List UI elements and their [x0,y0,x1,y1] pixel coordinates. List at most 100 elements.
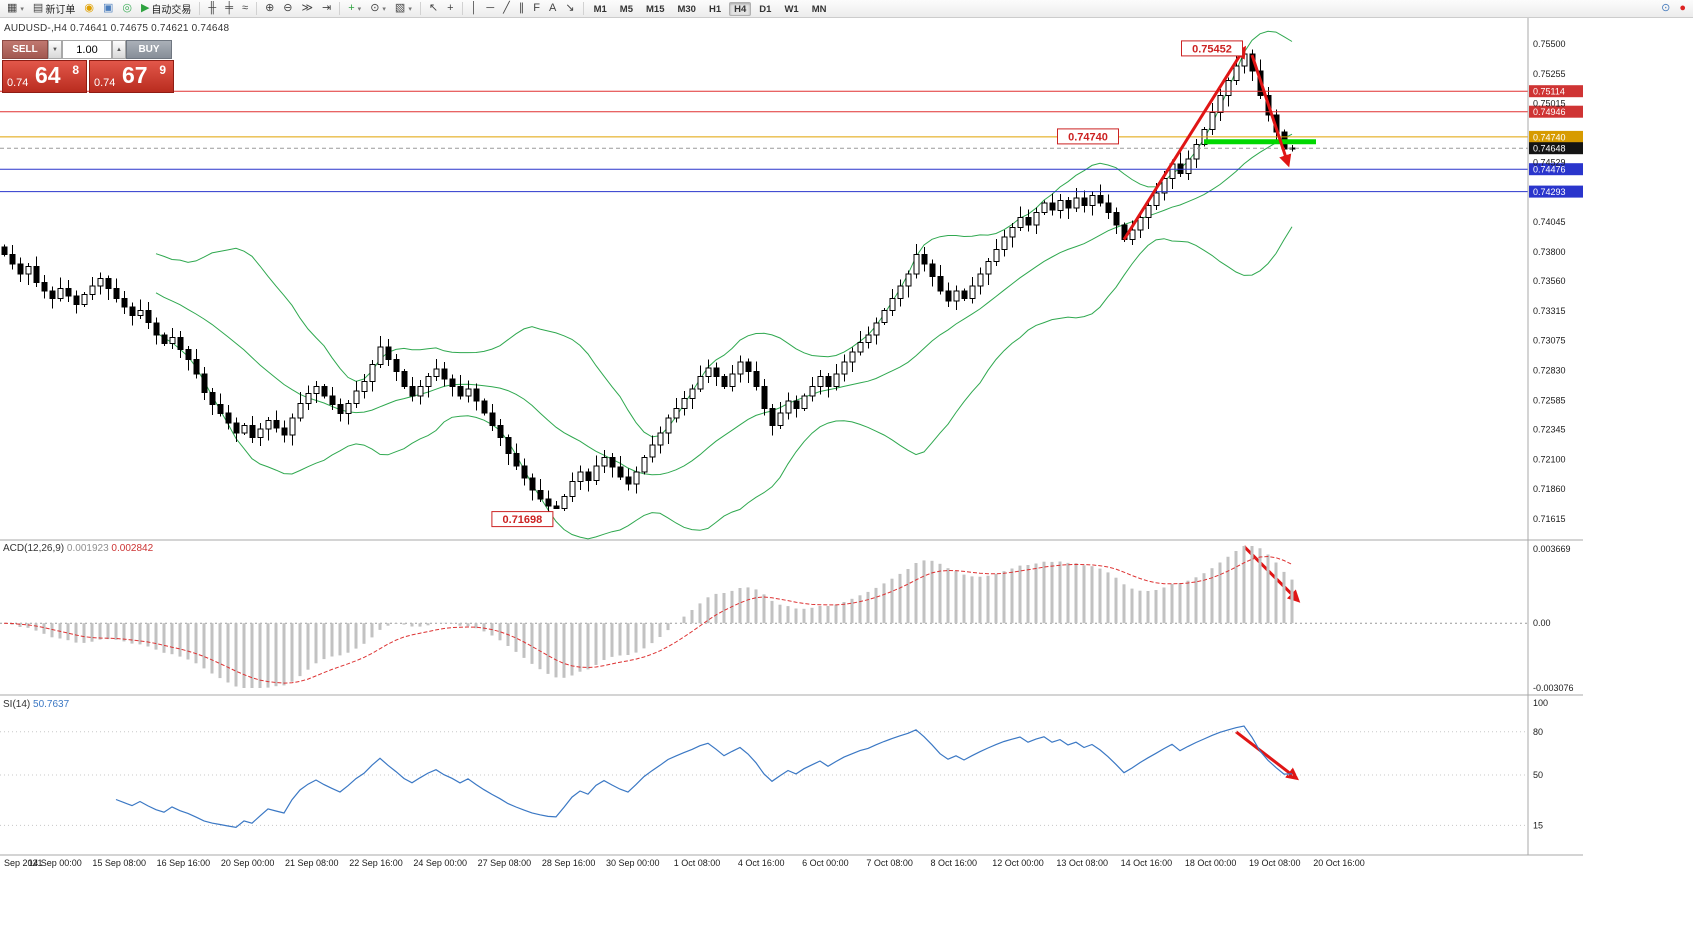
candle-body [1065,200,1072,209]
trendline-button[interactable]: ╱ [499,1,514,16]
new-chart-icon[interactable]: ▦ ▾ [3,1,28,16]
crosshair-button[interactable]: + [443,1,457,16]
candle-body [721,376,728,387]
chart-shift-button[interactable]: ⇥ [318,1,335,16]
buy-price-point: 9 [159,63,166,77]
candle-body [1225,80,1232,96]
annotation-box[interactable] [1057,128,1119,145]
candle-body [1137,217,1144,231]
candle-body [17,263,24,275]
time-label: 22 Sep 16:00 [349,858,403,868]
candle-body [1185,158,1192,175]
macd-label: ACD(12,26,9) 0.001923 0.002842 [3,543,154,554]
annotation-box[interactable] [491,511,554,528]
new-order-button[interactable]: ▤ 新订单 [29,1,79,17]
zoom-out-button[interactable]: ⊖ [279,1,296,16]
new-order-glyph: ▤ [32,2,44,14]
candle-body [921,253,928,265]
annotation-text: 0.71698 [503,514,543,526]
candle-body [265,420,272,430]
timeframe-h4-button[interactable]: H4 [729,1,752,16]
auto-scroll-button[interactable]: ≫ [298,1,318,16]
bar-chart-button[interactable]: ╫ [204,1,220,16]
candle-body [905,273,912,287]
vertical-line-button[interactable]: │ [467,1,482,16]
candle-body [1033,212,1040,226]
periods-button[interactable]: ⊙ ▾ [366,1,390,16]
macd-tick: 0.003669 [1533,544,1571,554]
candle-body [137,310,144,316]
candle-body [841,361,848,375]
annotation-box[interactable] [1181,40,1243,57]
fibonacci-button[interactable]: F [529,1,544,16]
price-tick: 0.74529 [1533,158,1566,168]
buy-button[interactable]: BUY [126,40,172,59]
rsi-tick: 80 [1533,727,1543,737]
sell-button[interactable]: SELL [2,40,48,59]
candle-body [377,346,384,365]
price-tag [1529,130,1583,143]
candle-body [1025,217,1032,226]
volume-decrease-button[interactable]: ▼ [48,40,62,59]
buy-price-pips: 67 [122,62,148,88]
connection-status-icon[interactable]: ● [1675,1,1690,16]
candlestick-chart-glyph: ╪ [225,2,234,14]
chart-canvas[interactable]: 0.751140.749460.747400.746480.744760.742… [0,18,1583,876]
search-icon[interactable]: ⊙ [1657,1,1674,16]
candle-body [785,400,792,414]
candle-body [737,361,744,375]
timeframe-m1-button[interactable]: M1 [589,2,612,16]
cursor-glyph: ↖ [428,2,439,14]
candle-body [577,471,584,483]
sell-price-base: 0.74 [7,77,29,89]
timeframe-d1-button[interactable]: D1 [754,2,776,16]
candle-body [825,376,832,387]
indicators-button[interactable]: + ▾ [344,1,365,16]
time-label: 30 Sep 00:00 [606,858,660,868]
annotation-text: 0.74740 [1068,131,1108,143]
candle-body [1,246,8,255]
candle-body [865,334,872,343]
horizontal-line-button[interactable]: ─ [482,1,498,16]
candle-body [497,425,504,439]
strategy-tester-icon[interactable]: ◎ [118,1,136,16]
candle-body [657,432,664,446]
candle-body [1057,200,1064,211]
autotrading-button-label: 自动交易 [151,5,192,16]
templates-button[interactable]: ▧ ▾ [391,1,416,16]
candle-body [249,425,256,439]
candle-body [1097,195,1104,204]
candlestick-chart-button[interactable]: ╪ [221,1,237,16]
volume-increase-button[interactable]: ▲ [112,40,126,59]
time-label: 6 Oct 00:00 [802,858,849,868]
red-arrow[interactable] [1235,730,1299,781]
candle-body [33,266,40,283]
new-chart-icon-glyph: ▦ [7,2,18,14]
timeframe-mn-button[interactable]: MN [807,2,832,16]
timeframe-m5-button[interactable]: M5 [615,2,638,16]
candle-body [585,471,592,481]
sell-price-button[interactable]: 0.74 64 8 [2,60,87,93]
candle-body [985,261,992,275]
candle-body [121,297,128,308]
timeframe-m30-button[interactable]: M30 [672,2,700,16]
candle-body [145,310,152,324]
timeframe-w1-button[interactable]: W1 [779,2,803,16]
arrow-tool-button[interactable]: ↘ [561,1,578,16]
buy-price-button[interactable]: 0.74 67 9 [89,60,174,93]
mql5-community-icon[interactable]: ◉ [80,1,98,16]
line-chart-button[interactable]: ≈ [238,1,252,16]
data-window-icon[interactable]: ▣ [99,1,117,16]
timeframe-h1-button[interactable]: H1 [704,2,726,16]
cursor-button[interactable]: ↖ [425,1,442,16]
channel-button[interactable]: ∥ [515,1,529,16]
timeframe-m15-button[interactable]: M15 [641,2,669,16]
red-arrow[interactable] [1122,45,1247,241]
autotrading-button[interactable]: ▶ 自动交易 [137,1,195,17]
one-click-controls: SELL ▼ ▲ BUY [2,40,178,59]
red-arrow[interactable] [1250,54,1292,168]
text-button[interactable]: A [545,1,560,16]
zoom-in-button[interactable]: ⊕ [261,1,278,16]
volume-input[interactable] [62,40,112,59]
candle-body [521,465,528,479]
